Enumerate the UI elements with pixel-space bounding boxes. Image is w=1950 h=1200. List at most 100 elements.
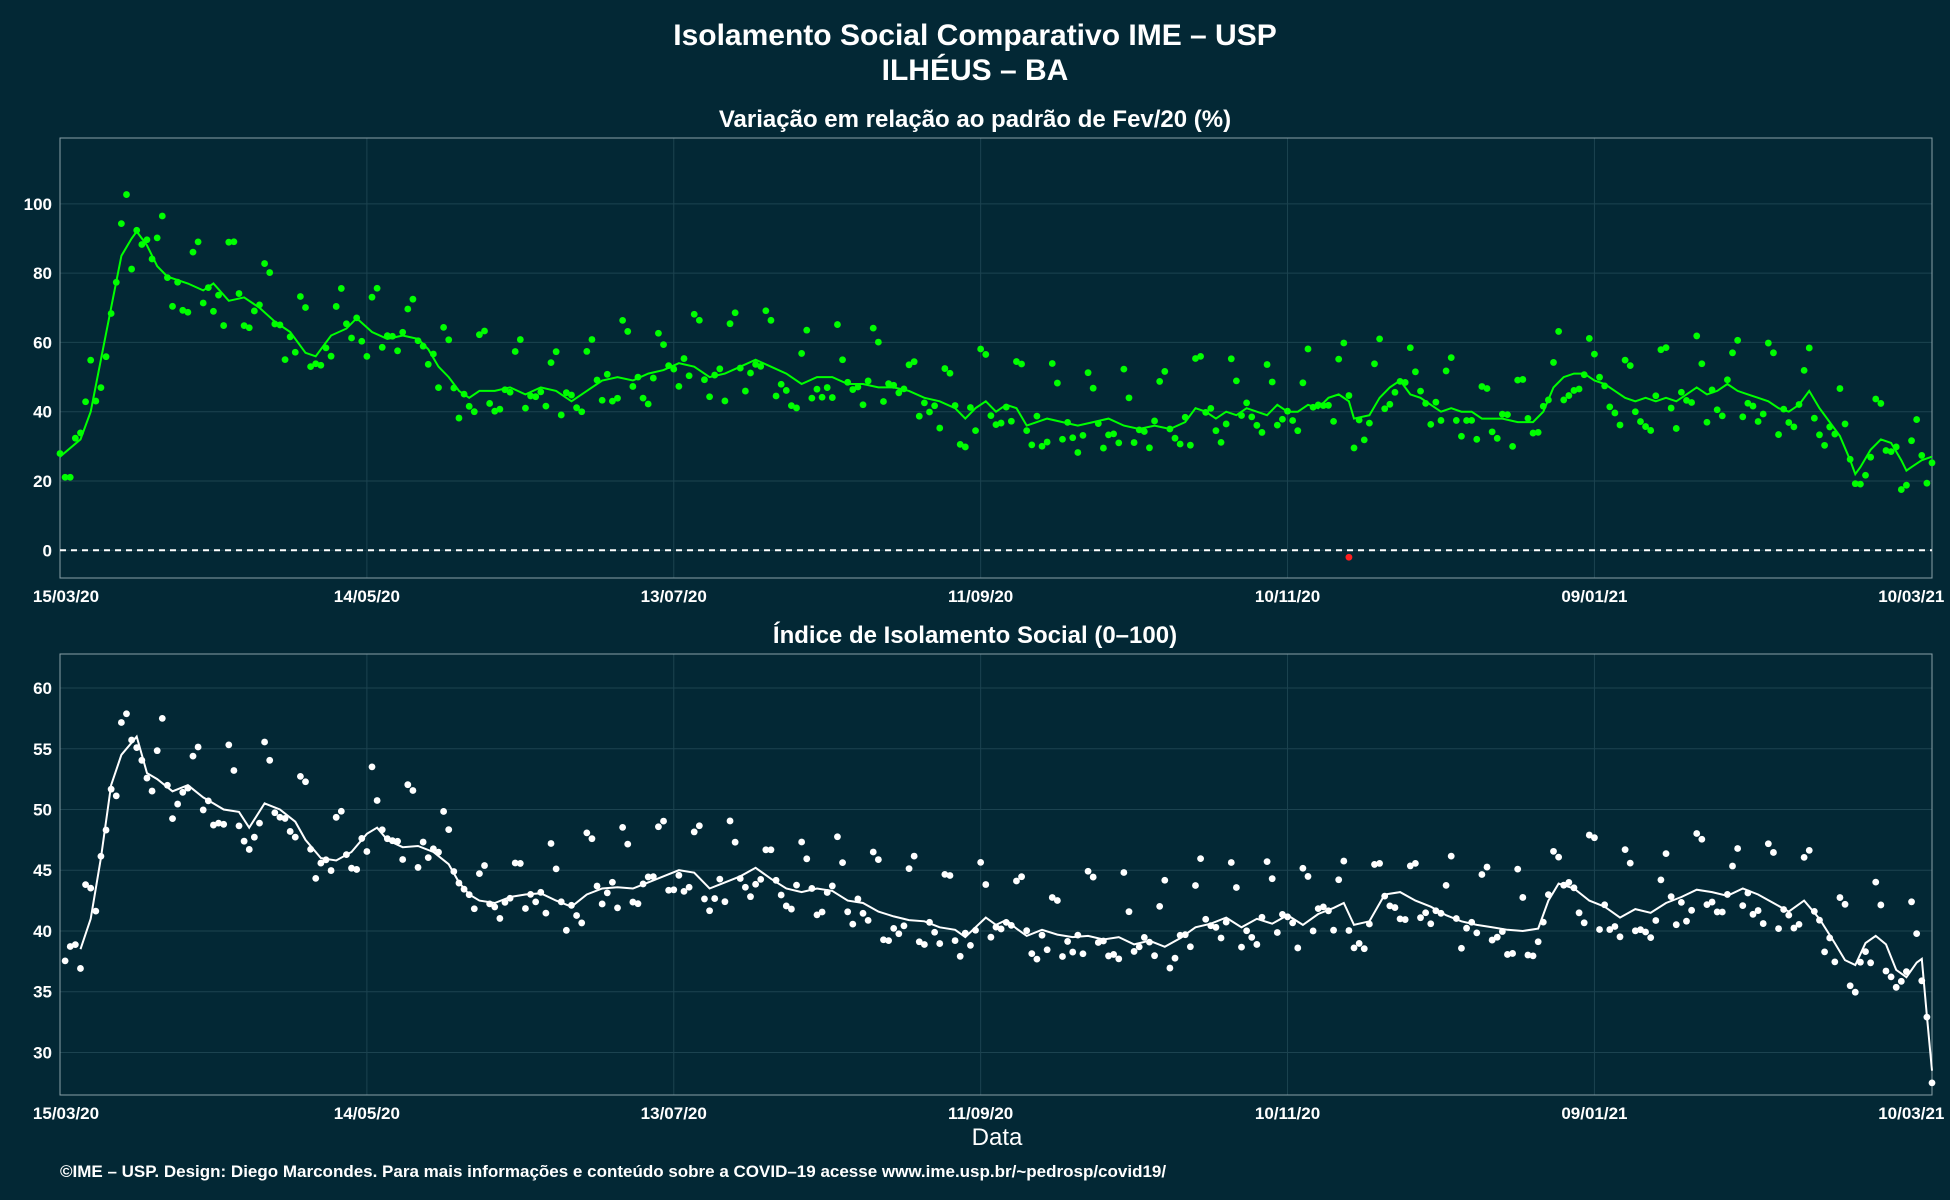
daily-point <box>1273 929 1281 936</box>
daily-point <box>741 883 749 891</box>
daily-point <box>1053 379 1061 387</box>
footer-credit: ©IME – USP. Design: Diego Marcondes. Par… <box>60 1162 1166 1181</box>
daily-point <box>1718 412 1726 420</box>
daily-point <box>859 909 867 917</box>
daily-point <box>1458 432 1465 440</box>
daily-point <box>660 817 667 825</box>
daily-point <box>1135 943 1143 951</box>
daily-point <box>245 324 253 332</box>
daily-point <box>230 238 238 246</box>
daily-point <box>920 399 928 407</box>
daily-point <box>220 322 228 329</box>
daily-point <box>174 800 182 808</box>
daily-point <box>225 741 233 749</box>
daily-point <box>117 220 125 228</box>
daily-point <box>1647 427 1655 434</box>
daily-point <box>1105 952 1112 960</box>
daily-point <box>644 873 652 881</box>
daily-point <box>1232 377 1240 385</box>
daily-point <box>82 881 89 888</box>
daily-point <box>1023 927 1031 935</box>
daily-point <box>915 938 923 946</box>
daily-point <box>1437 417 1445 424</box>
daily-point <box>1442 367 1450 375</box>
daily-point <box>409 787 417 794</box>
daily-point <box>1749 402 1757 410</box>
daily-point <box>123 191 130 198</box>
daily-point <box>1596 926 1603 933</box>
daily-point <box>854 895 862 903</box>
daily-point <box>818 393 826 401</box>
daily-point <box>767 316 775 324</box>
daily-point <box>1197 352 1204 360</box>
daily-point <box>1703 901 1711 909</box>
daily-point <box>1442 881 1450 889</box>
daily-point <box>332 303 340 310</box>
daily-point <box>1007 417 1015 425</box>
daily-point <box>562 926 570 934</box>
bottom-panel: 30 35 40 45 50 55 60 15/03/20 14/05/20 13/07/20 11… <box>33 653 1944 1123</box>
daily-point <box>1529 429 1537 437</box>
daily-point <box>813 385 821 393</box>
daily-point <box>588 336 596 343</box>
x-tick-label: 15/03/20 <box>33 1104 99 1123</box>
y-tick-label: 0 <box>43 541 52 560</box>
daily-point <box>803 326 811 334</box>
daily-point <box>1120 869 1128 876</box>
daily-point <box>731 309 739 317</box>
daily-point <box>1084 867 1092 875</box>
daily-point <box>1882 967 1890 975</box>
daily-point <box>598 900 606 908</box>
daily-point <box>956 440 964 448</box>
daily-point <box>1560 396 1568 404</box>
daily-point <box>1253 421 1261 429</box>
daily-point <box>1069 434 1077 442</box>
bottom-panel-title: Índice de Isolamento Social (0–100) <box>773 621 1177 649</box>
daily-point <box>880 398 887 405</box>
daily-point <box>1100 444 1107 452</box>
daily-point <box>1299 864 1307 872</box>
daily-point <box>1724 376 1731 384</box>
daily-point <box>1800 853 1808 861</box>
daily-point <box>77 965 84 972</box>
daily-point <box>1130 439 1138 446</box>
daily-point <box>844 908 852 916</box>
daily-point <box>1217 934 1225 942</box>
daily-point <box>1171 954 1179 962</box>
daily-point <box>1258 429 1266 436</box>
daily-point <box>1243 399 1251 407</box>
daily-point <box>721 397 729 405</box>
daily-point <box>409 295 417 303</box>
daily-point <box>982 881 990 888</box>
daily-point <box>1519 894 1527 901</box>
daily-point <box>1412 368 1419 376</box>
daily-point <box>532 898 540 906</box>
daily-point <box>215 819 222 827</box>
daily-point <box>1043 438 1051 446</box>
daily-point <box>1550 359 1557 366</box>
daily-point <box>317 361 325 369</box>
daily-point <box>1631 408 1639 416</box>
daily-point <box>1493 933 1501 941</box>
daily-point <box>675 871 683 879</box>
daily-point <box>250 833 258 841</box>
daily-point <box>327 352 335 360</box>
daily-point <box>1851 988 1859 996</box>
daily-point <box>874 856 882 863</box>
daily-point <box>414 864 422 871</box>
daily-point <box>1504 411 1511 419</box>
daily-point <box>936 424 944 432</box>
daily-point <box>941 870 949 878</box>
daily-point <box>153 747 161 755</box>
daily-point <box>296 293 304 300</box>
daily-point <box>583 348 591 355</box>
daily-point <box>1836 894 1844 901</box>
daily-point <box>741 387 749 395</box>
daily-point <box>215 291 222 299</box>
daily-point <box>1151 952 1158 960</box>
daily-point <box>1616 933 1624 941</box>
daily-point <box>1412 859 1419 867</box>
daily-point <box>1683 917 1690 925</box>
daily-point <box>1754 418 1762 425</box>
daily-point <box>465 402 473 410</box>
